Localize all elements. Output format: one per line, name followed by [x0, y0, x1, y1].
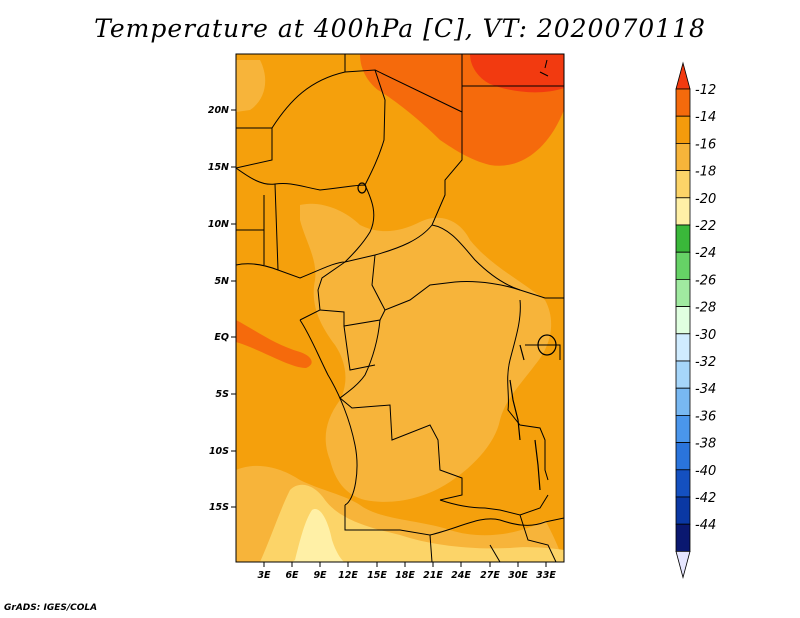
border-21 — [489, 544, 501, 562]
border-17 — [525, 344, 561, 360]
lat-label-10s: 10S — [209, 446, 229, 457]
colorbar-label: -40 — [695, 464, 716, 479]
lat-label-15s: 15S — [209, 502, 229, 513]
border-18 — [439, 494, 549, 516]
temperature-field — [236, 54, 564, 562]
colorbar-swatch — [675, 442, 691, 471]
lake-malawi — [534, 439, 541, 491]
colorbar-label: -16 — [695, 137, 716, 152]
colorbar-label: -38 — [695, 437, 716, 452]
field-coldest-south — [292, 509, 344, 562]
field-cool-east — [236, 60, 266, 112]
border-15 — [343, 325, 376, 371]
colorbar-label: -14 — [695, 110, 716, 125]
lon-label-9e: 9E — [313, 570, 327, 581]
lon-label-15e: 15E — [367, 570, 387, 581]
border-20 — [429, 517, 564, 536]
colorbar-swatch — [675, 496, 691, 525]
colorbar-swatch — [675, 224, 691, 253]
colorbar-label: -22 — [695, 219, 716, 234]
lake-albert — [519, 344, 525, 361]
border-19 — [344, 505, 433, 562]
field-warm-west — [236, 320, 312, 368]
lon-label-6e: 6E — [285, 570, 299, 581]
coastline-guinea — [236, 263, 279, 271]
colorbar-swatch — [675, 142, 691, 171]
colorbar-swatch — [675, 197, 691, 226]
coastline-west — [299, 319, 358, 506]
colorbar-swatch — [675, 523, 691, 552]
lon-label-33e: 33E — [536, 570, 556, 581]
lon-label-30e: 30E — [508, 570, 528, 581]
coastline-redsea — [539, 59, 549, 77]
country-borders — [236, 54, 564, 562]
grads-credit: GrADS: IGES/COLA — [4, 603, 98, 613]
lake-victoria — [537, 334, 557, 356]
chart-title: Temperature at 400hPa [C], VT: 202007011… — [94, 14, 706, 43]
colorbar-swatch — [675, 306, 691, 335]
field-warmest-core — [470, 54, 564, 93]
colorbar-swatch — [675, 115, 691, 144]
lat-label-eq: EQ — [214, 332, 229, 343]
colorbar-swatch — [675, 170, 691, 199]
lon-label-27e: 27E — [480, 570, 500, 581]
colorbar-label: -36 — [695, 409, 716, 424]
lakes — [357, 182, 557, 491]
lon-label-24e: 24E — [451, 570, 471, 581]
colorbar-swatch — [675, 88, 691, 117]
border-11 — [371, 254, 521, 311]
border-2 — [271, 69, 386, 186]
colorbar-swatch — [675, 469, 691, 498]
map-frame — [235, 53, 565, 563]
colorbar-swatch — [675, 333, 691, 362]
lat-label-10n: 10N — [208, 219, 229, 230]
colorbar-swatch — [675, 387, 691, 416]
colorbar-label: -34 — [695, 382, 716, 397]
colorbar-label: -26 — [695, 273, 716, 288]
longitude-axis: 3E 6E 9E 12E 15E 18E 21E 24E 27E 30E 33E — [257, 562, 556, 581]
lon-label-18e: 18E — [395, 570, 415, 581]
colorbar-bottom-cap — [675, 551, 691, 579]
colorbar-label: -32 — [695, 355, 716, 370]
lat-label-20n: 20N — [208, 105, 229, 116]
colorbar-label: -44 — [695, 518, 716, 533]
lon-label-3e: 3E — [257, 570, 271, 581]
latitude-axis: 20N 15N 10N 5N EQ 5S 10S 15S — [208, 105, 236, 513]
lake-tanganyika — [509, 379, 521, 441]
colorbar-label: -20 — [695, 192, 716, 207]
border-14 — [339, 319, 463, 501]
colorbar-label: -28 — [695, 301, 716, 316]
colorbar-swatch — [675, 278, 691, 307]
colorbar-label: -42 — [695, 491, 716, 506]
border-22 — [519, 514, 557, 562]
colorbar-swatch — [675, 360, 691, 389]
colorbar-top-cap — [675, 61, 691, 90]
lat-label-5s: 5S — [216, 389, 230, 400]
colorbar-label: -24 — [695, 246, 716, 261]
lon-label-21e: 21E — [423, 570, 443, 581]
lat-label-5n: 5N — [214, 276, 229, 287]
lat-label-15n: 15N — [208, 162, 229, 173]
border-1 — [236, 127, 273, 169]
border-8 — [236, 195, 265, 265]
border-7 — [236, 167, 375, 263]
lon-label-12e: 12E — [338, 570, 358, 581]
field-cool-center — [300, 203, 552, 502]
colorbar-label: -30 — [695, 328, 716, 343]
border-4 — [374, 69, 463, 226]
border-12 — [299, 261, 346, 321]
lake-chad — [357, 182, 367, 194]
colorbar-label: -18 — [695, 165, 716, 180]
colorbar-label: -12 — [695, 83, 716, 98]
colorbar-swatch — [675, 251, 691, 280]
colorbar-swatch — [675, 414, 691, 443]
colorbar: -12 -14 -16 -18 -20 -22 -24 -26 -28 -30 -32 -34 -36 -… — [675, 61, 716, 579]
field-cold-south — [260, 484, 564, 562]
